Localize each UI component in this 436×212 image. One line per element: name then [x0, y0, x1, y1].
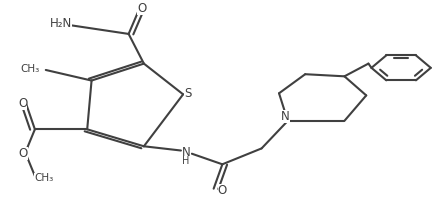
Text: O: O	[218, 184, 227, 197]
Text: H: H	[183, 156, 190, 166]
Text: O: O	[137, 2, 146, 15]
Text: CH₃: CH₃	[20, 64, 39, 74]
Text: O: O	[18, 97, 27, 110]
Text: H₂N: H₂N	[50, 17, 72, 30]
Text: CH₃: CH₃	[34, 173, 53, 183]
Text: O: O	[18, 147, 28, 160]
Text: N: N	[281, 110, 290, 123]
Text: S: S	[184, 87, 191, 100]
Text: N: N	[182, 146, 191, 159]
